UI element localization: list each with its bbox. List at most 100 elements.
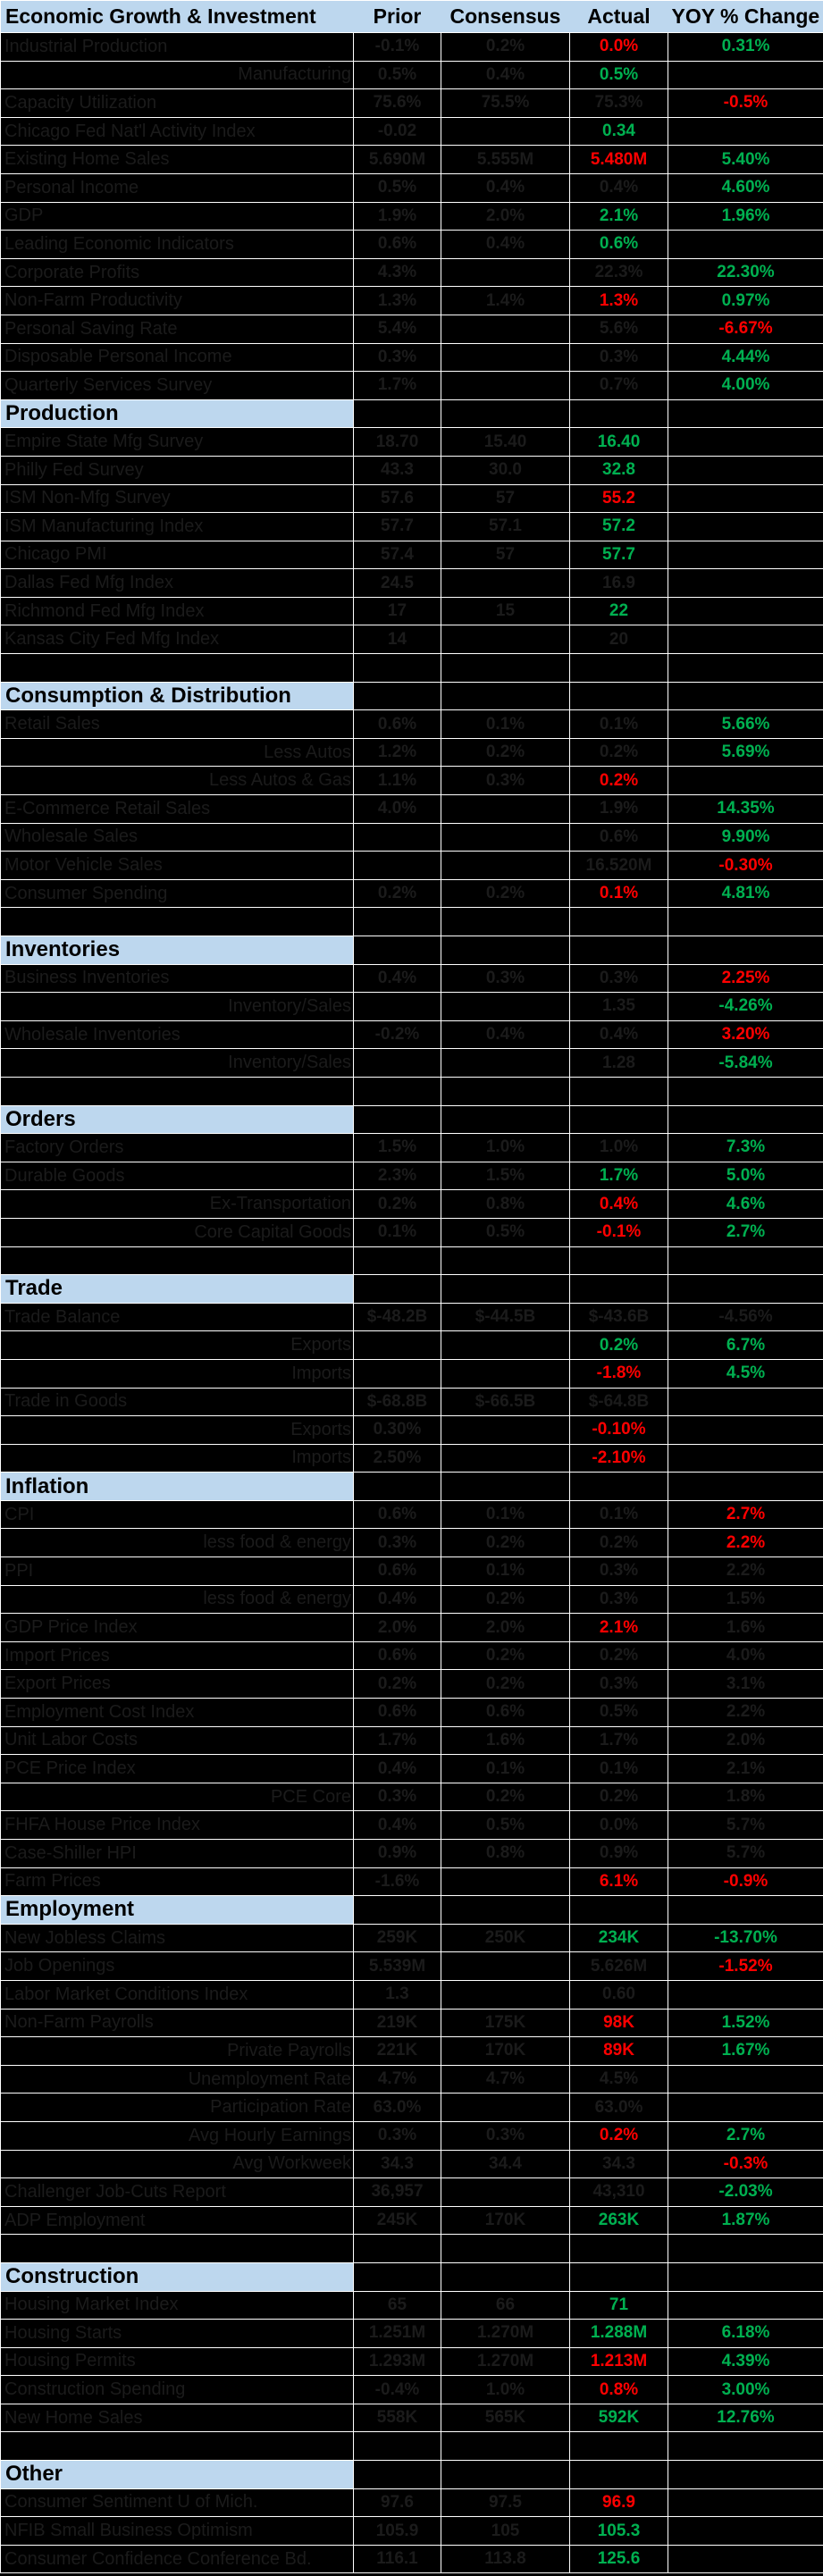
cell-actual[interactable]: 1.35	[569, 992, 668, 1021]
cell-prior[interactable]	[353, 822, 441, 852]
cell-yoy[interactable]: 4.6%	[668, 1189, 823, 1219]
cell-yoy[interactable]: 6.18%	[668, 2319, 823, 2348]
cell-label[interactable]: Export Prices	[0, 1669, 354, 1699]
cell-consensus[interactable]: 1.4%	[441, 286, 570, 315]
section-title[interactable]: Employment	[0, 1895, 354, 1925]
cell-consensus[interactable]: 170K	[441, 2036, 570, 2066]
cell-prior[interactable]: 0.5%	[353, 60, 441, 90]
cell-label[interactable]: New Home Sales	[0, 2403, 354, 2433]
cell-prior[interactable]: 43.3	[353, 455, 441, 485]
cell-yoy[interactable]: 4.00%	[668, 371, 823, 400]
empty-cell[interactable]	[353, 2460, 441, 2489]
cell-actual[interactable]: 0.3%	[569, 1669, 668, 1699]
cell-prior[interactable]	[353, 992, 441, 1021]
cell-actual[interactable]: 6.1%	[569, 1867, 668, 1897]
cell-consensus[interactable]: 0.4%	[441, 172, 570, 203]
empty-cell[interactable]	[569, 399, 668, 429]
cell-prior[interactable]: 1.251M	[353, 2319, 441, 2348]
cell-consensus[interactable]: 0.8%	[441, 1189, 570, 1219]
cell-yoy[interactable]: 1.87%	[668, 2205, 823, 2236]
cell-label[interactable]: Exports	[0, 1330, 354, 1360]
cell-prior[interactable]: -0.4%	[353, 2375, 441, 2404]
cell-label[interactable]: Employment Cost Index	[0, 1698, 354, 1727]
cell-label[interactable]: Housing Starts	[0, 2319, 354, 2348]
empty-cell[interactable]	[353, 681, 441, 711]
cell-label[interactable]: Dallas Fed Mfg Index	[0, 568, 354, 598]
cell-yoy[interactable]: -0.5%	[668, 88, 823, 118]
empty-cell[interactable]	[0, 653, 354, 683]
cell-actual[interactable]: 0.4%	[569, 1019, 668, 1050]
cell-prior[interactable]: 75.6%	[353, 88, 441, 118]
cell-actual[interactable]: 4.5%	[569, 2064, 668, 2094]
empty-cell[interactable]	[668, 1076, 823, 1106]
cell-consensus[interactable]: 0.3%	[441, 963, 570, 994]
cell-consensus[interactable]	[441, 1979, 570, 2010]
empty-cell[interactable]	[441, 399, 570, 429]
cell-yoy[interactable]: 2.2%	[668, 1557, 823, 1586]
empty-cell[interactable]	[569, 681, 668, 711]
cell-consensus[interactable]: 0.2%	[441, 1782, 570, 1812]
cell-consensus[interactable]: 0.2%	[441, 1669, 570, 1699]
cell-label[interactable]: Exports	[0, 1415, 354, 1445]
cell-consensus[interactable]: 4.7%	[441, 2064, 570, 2094]
empty-cell[interactable]	[353, 1472, 441, 1501]
cell-consensus[interactable]	[441, 1443, 570, 1473]
empty-cell[interactable]	[353, 936, 441, 965]
cell-actual[interactable]: 0.6%	[569, 822, 668, 852]
cell-consensus[interactable]	[441, 2177, 570, 2207]
cell-label[interactable]: less food & energy	[0, 1528, 354, 1558]
cell-yoy[interactable]: -1.52%	[668, 1951, 823, 1981]
cell-yoy[interactable]: 2.1%	[668, 1754, 823, 1783]
cell-consensus[interactable]: 170K	[441, 2205, 570, 2236]
cell-label[interactable]: Philly Fed Survey	[0, 455, 354, 485]
cell-label[interactable]: NFIB Small Business Optimism	[0, 2516, 354, 2546]
empty-cell[interactable]	[441, 2234, 570, 2263]
cell-yoy[interactable]: 5.0%	[668, 1161, 823, 1191]
empty-cell[interactable]	[668, 2234, 823, 2263]
cell-actual[interactable]: 57.2	[569, 512, 668, 541]
cell-consensus[interactable]: 2.0%	[441, 1613, 570, 1642]
cell-actual[interactable]: 1.213M	[569, 2346, 668, 2377]
empty-cell[interactable]	[353, 2261, 441, 2292]
cell-yoy[interactable]: 22.30%	[668, 257, 823, 288]
cell-label[interactable]: Non-Farm Payrolls	[0, 2008, 354, 2038]
cell-consensus[interactable]	[441, 1415, 570, 1445]
cell-actual[interactable]: 0.2%	[569, 2120, 668, 2151]
cell-prior[interactable]: -0.2%	[353, 1019, 441, 1050]
cell-consensus[interactable]: 1.270M	[441, 2346, 570, 2377]
cell-consensus[interactable]	[441, 116, 570, 147]
cell-consensus[interactable]: 57	[441, 483, 570, 514]
cell-prior[interactable]: 219K	[353, 2008, 441, 2038]
cell-consensus[interactable]	[441, 822, 570, 852]
cell-prior[interactable]: 34.3	[353, 2149, 441, 2179]
cell-prior[interactable]: 558K	[353, 2403, 441, 2433]
empty-cell[interactable]	[353, 653, 441, 683]
empty-cell[interactable]	[353, 2234, 441, 2263]
cell-prior[interactable]: -1.6%	[353, 1867, 441, 1897]
cell-consensus[interactable]: 0.3%	[441, 2120, 570, 2151]
cell-actual[interactable]: 2.1%	[569, 1613, 668, 1642]
cell-yoy[interactable]: 2.7%	[668, 1499, 823, 1530]
cell-label[interactable]: PCE Core	[0, 1782, 354, 1812]
section-title[interactable]: Other	[0, 2460, 354, 2489]
cell-label[interactable]: Inventory/Sales	[0, 1048, 354, 1078]
cell-actual[interactable]: 2.1%	[569, 201, 668, 231]
cell-label[interactable]: Core Capital Goods	[0, 1217, 354, 1247]
cell-consensus[interactable]: 57.1	[441, 512, 570, 541]
cell-prior[interactable]: 4.3%	[353, 257, 441, 288]
cell-actual[interactable]: 0.60	[569, 1979, 668, 2010]
cell-consensus[interactable]: 5.555M	[441, 145, 570, 174]
cell-consensus[interactable]	[441, 1951, 570, 1981]
cell-yoy[interactable]: 1.96%	[668, 201, 823, 231]
cell-yoy[interactable]: 2.0%	[668, 1725, 823, 1756]
cell-yoy[interactable]: 4.0%	[668, 1640, 823, 1671]
cell-consensus[interactable]: $-66.5B	[441, 1387, 570, 1417]
cell-label[interactable]: Consumer Sentiment U of Mich.	[0, 2488, 354, 2518]
cell-actual[interactable]: 1.3%	[569, 286, 668, 315]
cell-prior[interactable]: 24.5	[353, 568, 441, 598]
cell-label[interactable]: Unemployment Rate	[0, 2064, 354, 2094]
cell-label[interactable]: Industrial Production	[0, 32, 354, 62]
cell-actual[interactable]: 16.520M	[569, 851, 668, 880]
cell-consensus[interactable]	[441, 568, 570, 598]
cell-actual[interactable]: 0.6%	[569, 230, 668, 259]
